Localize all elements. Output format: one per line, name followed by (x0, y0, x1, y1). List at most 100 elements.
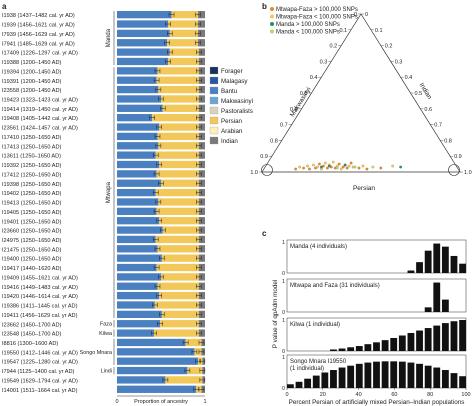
individual-label: I19388 (1200–1450 AD) (2, 60, 62, 66)
subplot-title: Kilwa (1 individual) (290, 322, 340, 328)
legend-marker (270, 14, 274, 19)
pvalue-bar (407, 362, 415, 388)
ancestry-segment (155, 235, 199, 244)
ancestry-segment (187, 366, 203, 375)
ancestry-segment (117, 263, 157, 272)
ancestry-segment (158, 85, 199, 94)
y-tick-label: 0 (282, 386, 285, 392)
ternary-point (294, 167, 298, 171)
pvalue-bar (407, 333, 415, 351)
ancestry-segment (117, 207, 157, 215)
ancestry-segment (117, 179, 161, 187)
ancestry-segment (198, 85, 205, 94)
ancestry-segment (197, 29, 205, 38)
pvalue-bar (459, 263, 466, 273)
ancestry-segment (156, 170, 199, 178)
ternary-point (371, 165, 375, 169)
ancestry-segment (117, 291, 160, 300)
ancestry-segment (169, 48, 199, 56)
legend-swatch (209, 66, 219, 75)
ternary-point (331, 160, 335, 164)
pvalue-bar (424, 365, 432, 388)
ancestry-segment (198, 142, 205, 150)
ancestry-segment (117, 142, 159, 150)
ancestry-segment (198, 217, 205, 225)
ancestry-segment (198, 235, 205, 244)
tick-label: 0.3 (320, 59, 328, 65)
pvalue-bar (338, 348, 346, 351)
ancestry-segment (158, 198, 199, 206)
tick-label: 0.9 (260, 154, 268, 160)
individual-label: I17412 (1250–1650 AD) (2, 172, 62, 178)
tick-label: 0.1 (339, 28, 347, 34)
pvalue-bar (441, 370, 449, 388)
ancestry-segment (117, 329, 154, 337)
ternary-point (347, 164, 351, 168)
pvalue-bar (441, 299, 449, 312)
individual-label: I13611 (1250–1650 AD) (2, 154, 61, 160)
pvalue-bar (424, 328, 432, 351)
ancestry-segment (161, 310, 199, 319)
ancestry-segment (117, 235, 156, 244)
ancestry-segment (157, 132, 199, 141)
legend-label: Makwasinyi (221, 98, 253, 105)
pvalue-bar (347, 347, 355, 351)
legend-marker (270, 29, 274, 34)
corner-circle (261, 164, 273, 176)
ancestry-segment (158, 142, 199, 150)
ancestry-segment (117, 67, 158, 75)
pvalue-bar (295, 381, 303, 388)
subplot-frame (286, 239, 467, 274)
individual-label: I23662 (1450–1700 AD) (2, 322, 62, 328)
pvalue-bar (287, 384, 294, 388)
subplot-title: (1 individual) (290, 366, 324, 372)
y-tick-label: 1 (282, 240, 285, 246)
pvalue-bar (416, 363, 423, 388)
ancestry-segment (197, 20, 205, 28)
ancestry-segment (198, 198, 205, 206)
ancestry-segment (117, 310, 162, 319)
individual-label: I19391 (1200–1450 AD) (2, 79, 62, 85)
tick-label: 0.2 (330, 44, 338, 50)
individual-label: I23558 (1200–1450 AD) (2, 88, 62, 94)
x-tick-label: 1 (203, 399, 206, 405)
ternary-point (312, 163, 315, 167)
legend-label: Manda > 100,000 SNPs (276, 22, 340, 28)
y-axis-title: P value of qpAdm model (272, 280, 279, 349)
ancestry-segment (198, 273, 205, 281)
ancestry-segment (198, 114, 205, 122)
pvalue-bar (433, 282, 441, 312)
ternary-point (320, 165, 323, 169)
ancestry-segment (198, 151, 205, 159)
ancestry-segment (198, 76, 205, 84)
ancestry-segment (117, 160, 160, 169)
ternary-point (365, 167, 369, 171)
pvalue-bar (381, 361, 389, 388)
legend-label: Pastoralists (221, 108, 253, 115)
ancestry-segment (162, 104, 199, 112)
ancestry-segment (198, 320, 205, 328)
group-label: Manda (106, 28, 112, 47)
tick-label: 0 (365, 12, 368, 18)
y-tick-label: 1 (282, 355, 285, 361)
ancestry-segment (198, 207, 205, 215)
group-label: Faza (100, 322, 112, 328)
corner-circle (448, 164, 460, 176)
individual-label: I1939 (1456–1621 cal. yr AD) (2, 23, 75, 29)
tick-label: 0 (354, 12, 357, 18)
ternary-point (357, 166, 361, 170)
ancestry-segment (198, 57, 205, 66)
pvalue-bar (304, 378, 312, 388)
ancestry-segment (198, 291, 205, 300)
pvalue-bar (381, 340, 389, 351)
individual-label: I24975 (1250–1650 AD) (2, 238, 62, 244)
group-label: Kilwa (99, 331, 112, 337)
ancestry-segment (159, 217, 199, 225)
individual-label: I1938 (1437–1482 cal. yr AD) (2, 13, 75, 19)
ancestry-segment (198, 48, 205, 56)
ancestry-segment (117, 366, 188, 375)
ancestry-segment (156, 263, 199, 272)
x-tick-label: 80 (427, 392, 433, 398)
pvalue-bar (459, 320, 466, 351)
